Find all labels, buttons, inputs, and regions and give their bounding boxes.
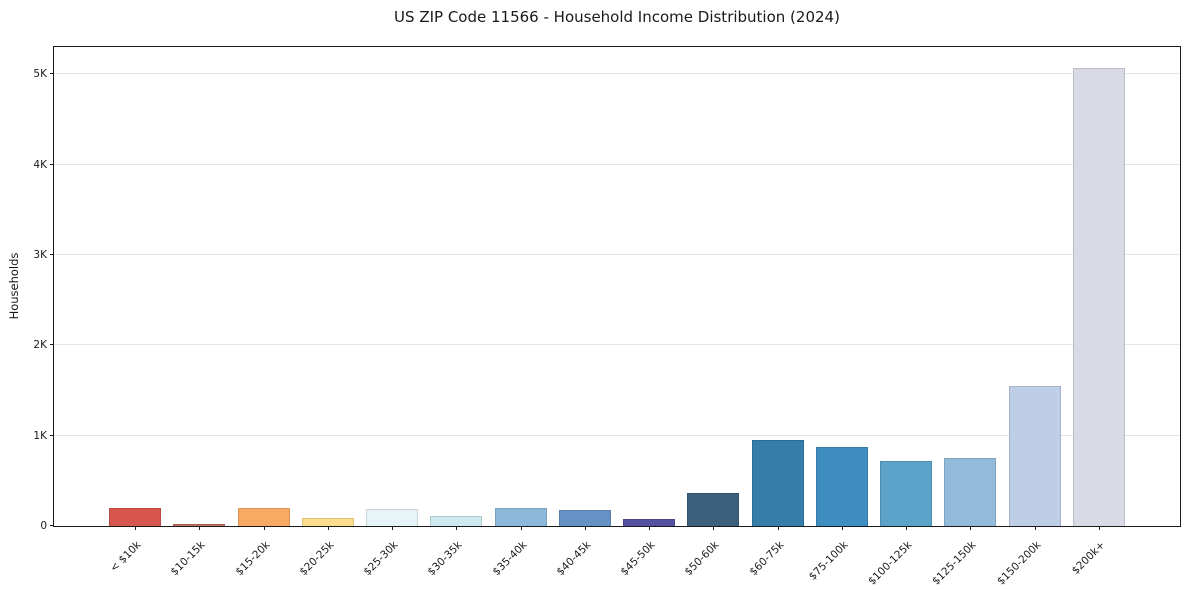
bar-slot-4: $25-30k <box>360 47 424 578</box>
x-tick-mark-7 <box>584 526 586 530</box>
bar-slot-5: $30-35k <box>424 47 488 578</box>
x-tick-mark-2 <box>263 526 265 530</box>
x-tick-label-7: $40-45k <box>554 526 628 578</box>
bar-slot-7: $40-45k <box>553 47 617 578</box>
x-tick-mark-5 <box>456 526 458 530</box>
bar-slot-9: $50-60k <box>681 47 745 578</box>
x-tick-label-12: $100-125k <box>866 526 963 588</box>
gridline-5K <box>54 73 1180 75</box>
x-tick-label-4: $25-30k <box>362 526 435 578</box>
x-tick-mark-9 <box>713 526 715 530</box>
gridline-1K <box>54 434 1180 436</box>
bar-7 <box>558 510 611 526</box>
x-tick-mark-11 <box>841 526 843 530</box>
y-tick-label-1K: 1K <box>33 429 47 442</box>
bar-slot-6: $35-40k <box>489 47 553 578</box>
bar-9 <box>687 492 740 526</box>
bar-slot-11: $75-100k <box>807 47 874 583</box>
bar-0 <box>109 508 162 526</box>
bar-slot-10: $60-75k <box>746 47 810 578</box>
gridline-2K <box>54 344 1180 346</box>
bar-4 <box>366 509 419 526</box>
gridline-4K <box>54 163 1180 165</box>
bar-slot-12: $100-125k <box>866 47 938 588</box>
x-tick-label-2: $15-20k <box>233 526 307 578</box>
bar-slot-1: $10-15k <box>167 47 231 578</box>
y-tick-mark-2K <box>50 344 54 346</box>
bar-1 <box>173 523 226 526</box>
x-tick-mark-6 <box>520 526 522 530</box>
x-tick-label-14: $150-200k <box>995 526 1092 588</box>
x-tick-mark-14 <box>1034 526 1036 530</box>
y-tick-mark-5K <box>50 73 54 75</box>
x-tick-label-11: $75-100k <box>807 526 892 583</box>
x-tick-label-15: $200k+ <box>1069 526 1141 577</box>
y-tick-mark-3K <box>50 253 54 255</box>
x-tick-mark-10 <box>777 526 779 530</box>
x-tick-label-text-12: $100-125k <box>866 539 915 588</box>
x-tick-mark-13 <box>970 526 972 530</box>
bars-row: < $10k $10-15k $15-20k $20-25k $25-30k $30-35… <box>54 47 1180 588</box>
bar-10 <box>751 440 804 526</box>
bar-slot-2: $15-20k <box>232 47 296 578</box>
y-axis-label: Households <box>7 252 21 320</box>
x-tick-mark-12 <box>906 526 908 530</box>
chart-title: US ZIP Code 11566 - Household Income Dis… <box>394 8 840 26</box>
bar-slot-3: $20-25k <box>296 47 360 578</box>
bar-15 <box>1072 67 1125 526</box>
y-tick-label-2K: 2K <box>33 339 47 352</box>
x-tick-mark-4 <box>392 526 394 530</box>
bar-slot-14: $150-200k <box>995 47 1067 588</box>
x-tick-label-8: $45-50k <box>619 526 692 578</box>
x-tick-label-3: $20-25k <box>297 526 371 578</box>
x-tick-label-5: $30-35k <box>426 526 499 578</box>
y-tick-label-0: 0 <box>40 520 47 532</box>
x-tick-label-13: $125-150k <box>930 526 1027 588</box>
x-tick-label-text-13: $125-150k <box>930 539 979 588</box>
x-tick-label-6: $35-40k <box>490 526 564 578</box>
x-tick-label-text-0: < $10k <box>108 539 144 575</box>
x-tick-mark-0 <box>135 526 137 530</box>
bar-12 <box>880 461 933 526</box>
bar-14 <box>1008 385 1061 526</box>
x-tick-label-9: $50-60k <box>683 526 756 578</box>
bar-11 <box>815 446 868 526</box>
x-tick-mark-15 <box>1098 526 1100 530</box>
bar-slot-0: < $10k <box>103 47 167 575</box>
bar-3 <box>301 517 354 526</box>
gridline-3K <box>54 253 1180 255</box>
x-tick-label-0: < $10k <box>108 526 173 575</box>
bar-6 <box>494 508 547 526</box>
bar-8 <box>623 518 676 526</box>
bar-slot-15: $200k+ <box>1067 47 1131 577</box>
bar-slot-8: $45-50k <box>617 47 681 578</box>
bar-slot-13: $125-150k <box>930 47 1002 588</box>
x-tick-mark-1 <box>199 526 201 530</box>
y-tick-label-3K: 3K <box>33 248 47 261</box>
plot-area: 0 1K 2K 3K 4K 5K < $10k $10-15k $15-20k $20-25k $… <box>33 46 1181 588</box>
x-tick-label-1: $10-15k <box>169 526 242 578</box>
x-tick-mark-3 <box>327 526 329 530</box>
y-tick-label-5K: 5K <box>33 68 47 81</box>
x-tick-label-text-1: $10-15k <box>168 539 208 579</box>
y-tick-label-4K: 4K <box>33 158 47 171</box>
x-tick-label-10: $60-75k <box>747 526 821 578</box>
bar-2 <box>237 508 290 526</box>
y-tick-mark-0 <box>50 525 54 526</box>
x-tick-mark-8 <box>649 526 651 530</box>
bar-13 <box>944 458 997 526</box>
x-tick-label-text-11: $75-100k <box>806 539 851 583</box>
y-tick-mark-1K <box>50 434 54 436</box>
x-tick-label-text-14: $150-200k <box>994 539 1044 588</box>
bar-5 <box>430 516 483 526</box>
y-tick-mark-4K <box>50 163 54 165</box>
